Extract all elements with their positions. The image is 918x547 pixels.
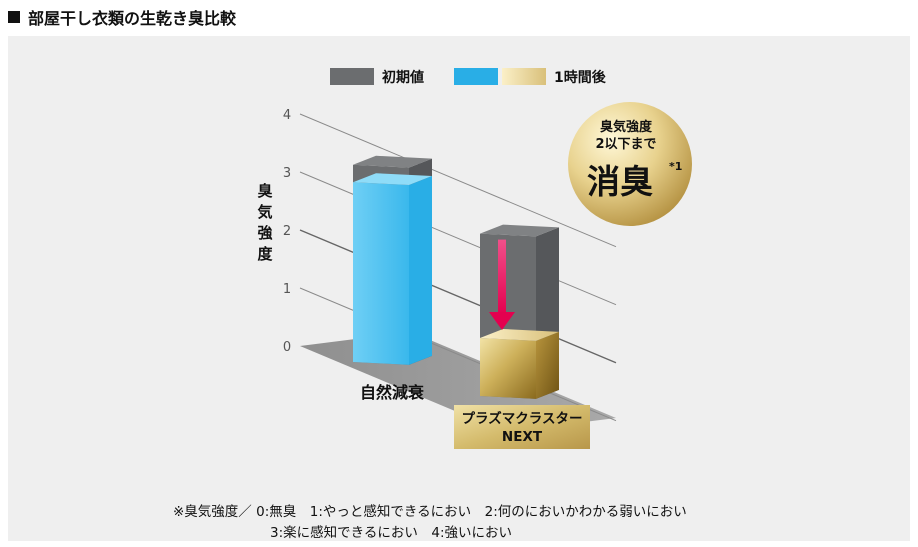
title-square-icon: [8, 11, 20, 23]
bar-natural-after-front: [353, 182, 409, 365]
y-tick-label: 0: [283, 340, 291, 355]
bar-plasma-after-side: [536, 331, 559, 399]
legend-swatch-natural-after: [454, 68, 498, 85]
badge-line2: 2以下まで: [595, 137, 656, 152]
y-axis-label: 臭気強度: [257, 182, 273, 263]
bar-plasma-after-top: [480, 329, 559, 341]
category-label-plasma-line2: NEXT: [502, 429, 543, 445]
y-tick-label: 2: [283, 224, 291, 239]
y-tick-label: 3: [283, 166, 291, 181]
bar-natural-initial-top: [353, 155, 432, 168]
y-tick-label: 4: [283, 108, 291, 123]
category-label-natural: 自然減衰: [360, 383, 425, 402]
gridline-2: [299, 229, 617, 364]
legend-swatch-plasma-after: [502, 68, 546, 85]
category-nameplate: [454, 405, 590, 449]
badge-main: 消臭: [587, 162, 653, 201]
badge-mark: *1: [669, 160, 682, 173]
bar-plasma-after-front: [480, 338, 536, 399]
y-tick-label: 1: [283, 282, 291, 297]
bar-plasma-initial-top: [480, 224, 559, 237]
footnote: ※臭気強度／ 0:無臭 1:やっと感知できるにおい 2:何のにおいかわかる弱いに…: [173, 502, 873, 544]
bar-natural-after-side: [409, 176, 432, 365]
footnote-line2: 3:楽に感知できるにおい 4:強いにおい: [270, 525, 513, 541]
y-axis-ticks: 0 1 2 3 4: [283, 108, 291, 355]
bar-plasma-after: [480, 329, 559, 399]
legend-label-after: 1時間後: [554, 69, 607, 86]
gridlines: [299, 113, 617, 422]
deodorize-badge: 臭気強度 2以下まで 消臭 *1: [568, 102, 692, 226]
bar-natural-after-top: [353, 173, 432, 186]
legend-swatch-initial: [330, 68, 374, 85]
badge-circle: [568, 102, 692, 226]
reduction-arrow: [489, 239, 515, 330]
gridline-1: [299, 287, 617, 422]
gridline-3: [299, 171, 617, 306]
arrow-shaft: [498, 239, 506, 314]
gridline-4: [299, 113, 617, 248]
footnote-line1: ※臭気強度／ 0:無臭 1:やっと感知できるにおい 2:何のにおいかわかる弱いに…: [173, 504, 687, 520]
page-title-text: 部屋干し衣類の生乾き臭比較: [28, 9, 237, 28]
badge-line1: 臭気強度: [600, 119, 653, 135]
arrow-head: [489, 312, 515, 330]
page-title: 部屋干し衣類の生乾き臭比較: [8, 6, 236, 28]
category-label-plasma-line1: プラズマクラスター: [462, 410, 583, 427]
legend: 初期値 1時間後: [330, 68, 607, 86]
y-axis-label-text: 臭気強度: [257, 182, 273, 263]
bar-natural-after: [353, 173, 432, 365]
bars: [353, 155, 559, 399]
legend-label-initial: 初期値: [382, 69, 424, 86]
category-label-plasma: プラズマクラスター NEXT: [454, 405, 590, 449]
